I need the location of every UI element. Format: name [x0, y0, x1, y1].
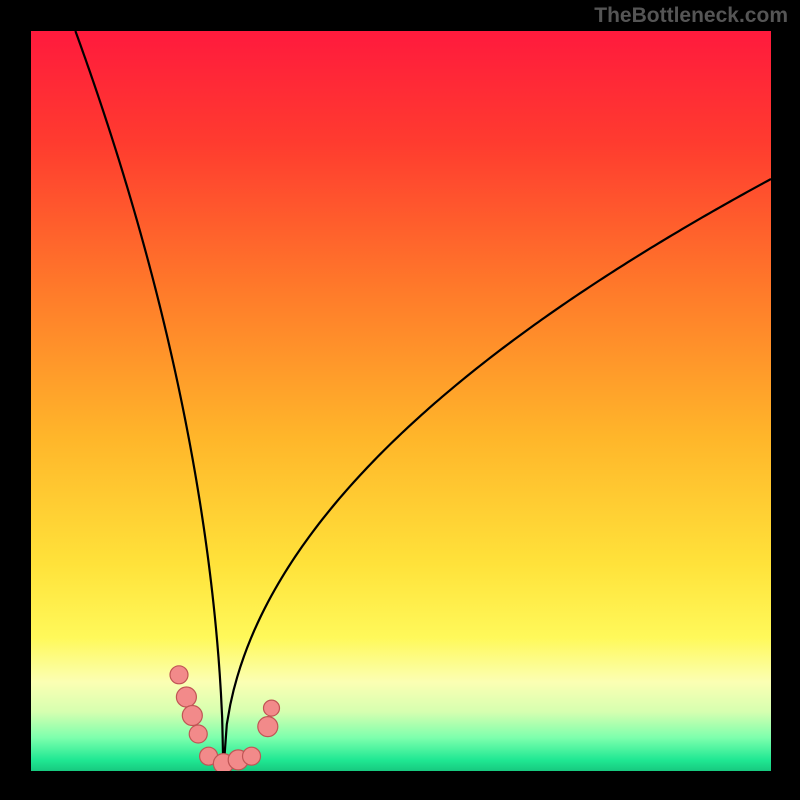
plot-svg	[31, 31, 771, 771]
watermark-text: TheBottleneck.com	[594, 4, 788, 28]
data-marker	[264, 700, 280, 716]
data-marker	[243, 747, 261, 765]
data-marker	[189, 725, 207, 743]
chart-container: TheBottleneck.com	[0, 0, 800, 800]
data-marker	[258, 717, 278, 737]
data-marker	[176, 687, 196, 707]
plot-area	[31, 31, 771, 771]
data-marker	[182, 706, 202, 726]
marker-group	[170, 666, 280, 771]
bottleneck-curve	[75, 31, 771, 771]
data-marker	[170, 666, 188, 684]
